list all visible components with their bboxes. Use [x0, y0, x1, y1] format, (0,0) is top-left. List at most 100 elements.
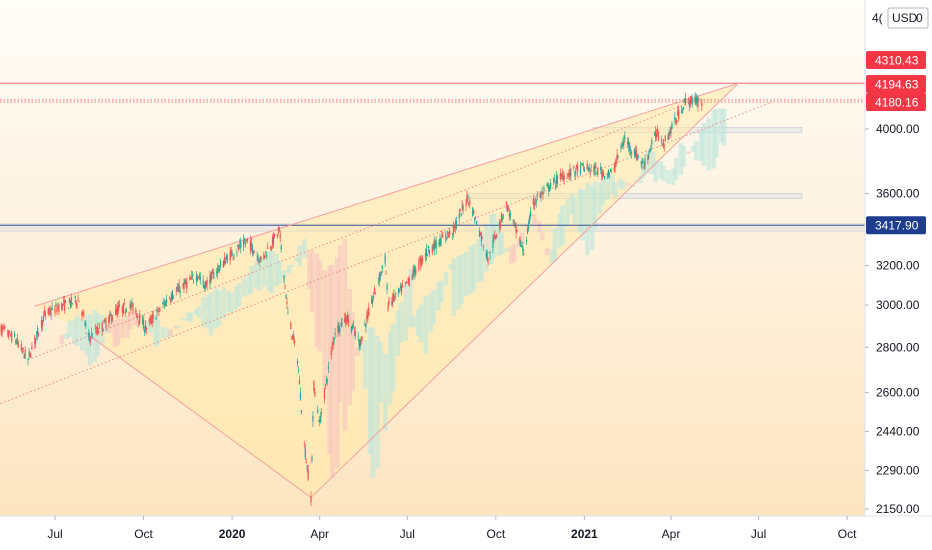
- candle[interactable]: [116, 304, 118, 316]
- candle[interactable]: [13, 331, 16, 338]
- candle[interactable]: [678, 105, 680, 122]
- candle[interactable]: [88, 328, 90, 341]
- candle[interactable]: [543, 184, 545, 194]
- candle[interactable]: [520, 240, 522, 248]
- candle[interactable]: [489, 250, 491, 261]
- candle[interactable]: [670, 125, 672, 138]
- candle[interactable]: [556, 173, 559, 188]
- candle[interactable]: [682, 105, 685, 111]
- candle[interactable]: [70, 293, 72, 308]
- candle[interactable]: [637, 155, 639, 159]
- candle[interactable]: [41, 319, 44, 331]
- candle[interactable]: [89, 331, 91, 344]
- candle[interactable]: [427, 245, 430, 254]
- candle[interactable]: [196, 274, 199, 283]
- candle[interactable]: [379, 271, 381, 282]
- candle[interactable]: [223, 252, 225, 267]
- candle[interactable]: [366, 310, 368, 325]
- candle[interactable]: [191, 270, 193, 280]
- candle[interactable]: [547, 182, 549, 189]
- candle[interactable]: [64, 295, 66, 314]
- candle[interactable]: [141, 314, 144, 325]
- candle[interactable]: [677, 105, 679, 116]
- candle[interactable]: [398, 288, 401, 294]
- candle[interactable]: [434, 239, 436, 249]
- candle[interactable]: [297, 366, 300, 374]
- candle[interactable]: [28, 347, 30, 358]
- candle[interactable]: [130, 301, 132, 314]
- candle[interactable]: [404, 282, 406, 288]
- candle[interactable]: [502, 213, 505, 220]
- candle[interactable]: [654, 131, 656, 136]
- candle[interactable]: [493, 233, 495, 243]
- candle[interactable]: [50, 308, 52, 321]
- candle[interactable]: [218, 265, 221, 274]
- candle[interactable]: [103, 319, 105, 324]
- candle[interactable]: [431, 244, 433, 256]
- candle[interactable]: [616, 148, 618, 164]
- candle[interactable]: [21, 347, 23, 355]
- candle[interactable]: [327, 361, 329, 374]
- candle[interactable]: [411, 273, 413, 281]
- candle[interactable]: [61, 302, 63, 311]
- candle[interactable]: [365, 323, 367, 333]
- candle[interactable]: [230, 246, 232, 258]
- candle[interactable]: [163, 298, 165, 308]
- candle[interactable]: [569, 163, 571, 181]
- candle[interactable]: [260, 255, 262, 263]
- candle[interactable]: [357, 331, 359, 342]
- candle[interactable]: [132, 303, 134, 315]
- candle[interactable]: [400, 283, 403, 296]
- candle[interactable]: [548, 182, 550, 197]
- candle[interactable]: [155, 316, 157, 320]
- candle[interactable]: [101, 320, 103, 336]
- candle[interactable]: [321, 407, 323, 417]
- candle[interactable]: [213, 268, 215, 280]
- candle[interactable]: [38, 332, 40, 337]
- candle[interactable]: [325, 375, 328, 384]
- candle[interactable]: [54, 304, 56, 317]
- candle[interactable]: [279, 230, 281, 243]
- candle[interactable]: [229, 246, 231, 265]
- candle[interactable]: [582, 162, 585, 171]
- candle[interactable]: [607, 168, 610, 178]
- candle[interactable]: [193, 278, 195, 285]
- candle[interactable]: [169, 297, 172, 304]
- candle[interactable]: [499, 218, 501, 233]
- candle[interactable]: [458, 208, 460, 224]
- candle[interactable]: [170, 291, 173, 303]
- candle[interactable]: [526, 236, 528, 245]
- candle[interactable]: [293, 330, 295, 344]
- candle[interactable]: [16, 333, 19, 348]
- candle[interactable]: [614, 159, 616, 173]
- candle[interactable]: [156, 306, 158, 318]
- candle[interactable]: [364, 319, 366, 327]
- candle[interactable]: [701, 98, 703, 112]
- candle[interactable]: [399, 282, 402, 292]
- candle[interactable]: [14, 339, 17, 345]
- candle[interactable]: [408, 275, 410, 288]
- candle[interactable]: [95, 326, 97, 336]
- candle[interactable]: [440, 237, 442, 247]
- candle[interactable]: [613, 162, 615, 173]
- candle[interactable]: [662, 139, 664, 149]
- candle[interactable]: [603, 169, 605, 177]
- candle[interactable]: [334, 328, 336, 339]
- candle[interactable]: [633, 147, 636, 159]
- candle[interactable]: [150, 314, 152, 326]
- candle[interactable]: [11, 330, 13, 344]
- candle[interactable]: [602, 169, 604, 180]
- candle[interactable]: [664, 134, 666, 142]
- candle[interactable]: [514, 221, 516, 228]
- candle[interactable]: [522, 241, 524, 256]
- candle[interactable]: [97, 327, 99, 335]
- candle[interactable]: [480, 231, 482, 247]
- candle[interactable]: [218, 265, 220, 273]
- trendline-wedge-upper[interactable]: [34, 82, 739, 307]
- candle[interactable]: [75, 299, 77, 309]
- candle[interactable]: [172, 294, 174, 300]
- candle[interactable]: [419, 256, 421, 264]
- candle[interactable]: [421, 255, 423, 268]
- candle[interactable]: [546, 182, 548, 187]
- candle[interactable]: [620, 143, 622, 153]
